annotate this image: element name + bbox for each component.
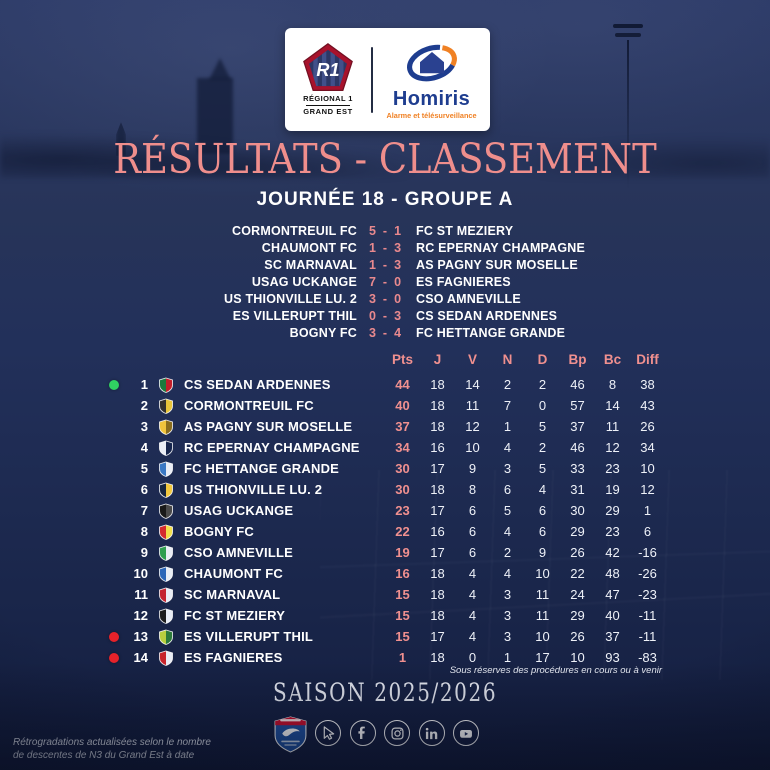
poster: R1 RÉGIONAL 1 GRAND EST Homiris Alarme e… [0, 0, 770, 770]
vignette-overlay [0, 0, 770, 770]
